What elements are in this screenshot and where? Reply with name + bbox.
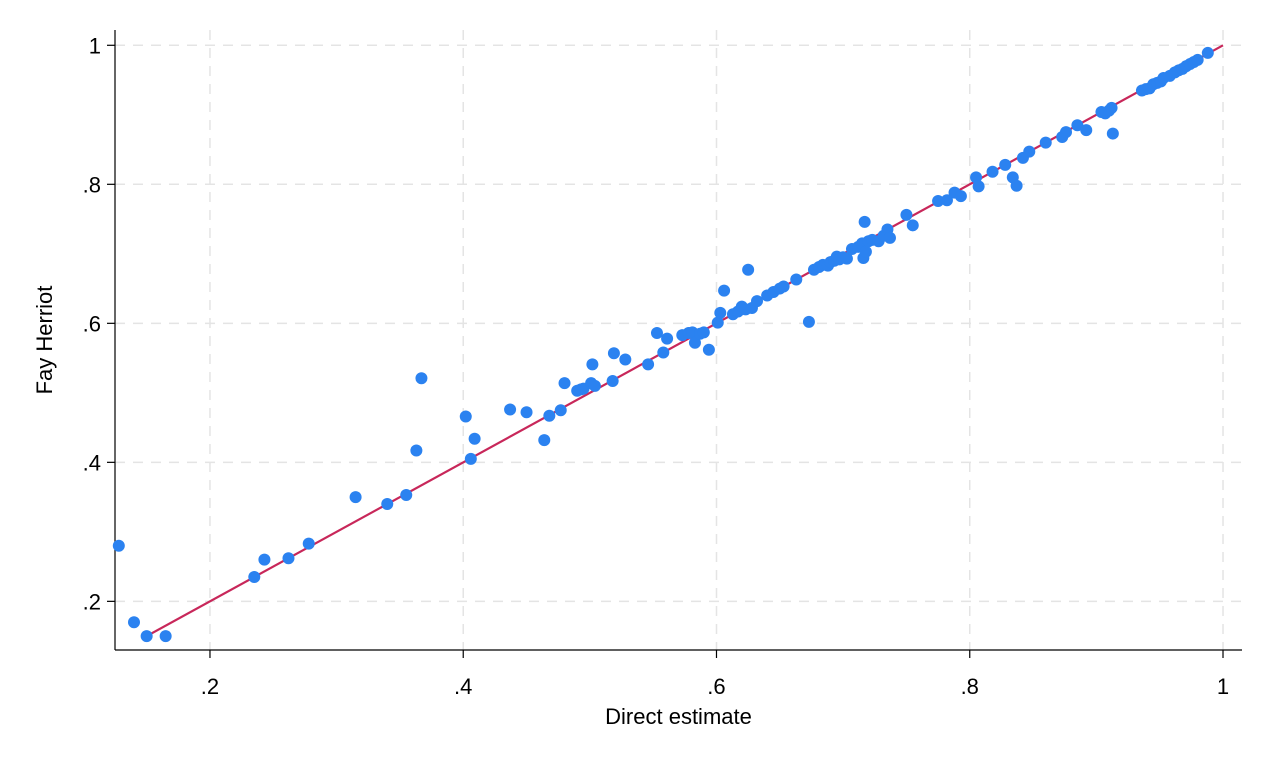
data-point [1201, 46, 1214, 59]
data-point [588, 379, 601, 392]
data-point [970, 171, 983, 184]
data-point [586, 358, 599, 371]
data-point [159, 630, 172, 643]
data-point [127, 616, 140, 629]
data-point [400, 489, 413, 501]
data-point [932, 194, 945, 207]
data-point [840, 252, 853, 265]
data-point [883, 231, 896, 244]
data-point [954, 190, 967, 203]
data-point [415, 372, 428, 385]
data-point [650, 327, 663, 340]
x-tick-label: .2 [201, 674, 219, 699]
y-tick-label: .2 [83, 589, 101, 614]
data-point [986, 165, 999, 178]
data-point [1105, 101, 1118, 114]
data-point [906, 219, 919, 232]
data-point [520, 406, 533, 419]
data-point [410, 444, 423, 457]
x-tick-label: .6 [707, 674, 725, 699]
data-point [538, 434, 551, 447]
data-point [657, 346, 670, 359]
data-point [999, 158, 1012, 171]
data-point [702, 343, 715, 356]
data-point [714, 306, 727, 319]
data-point [464, 452, 477, 465]
data-point [718, 284, 731, 297]
data-point [349, 491, 362, 504]
gridlines [115, 30, 1242, 650]
data-point [858, 215, 871, 228]
x-axis-title: Direct estimate [605, 704, 752, 729]
data-point [790, 273, 803, 286]
data-point [1191, 53, 1204, 66]
data-point [258, 553, 271, 566]
data-point [607, 347, 620, 360]
tick-labels: .2 .4 .6 .8 1 .2 .4 .6 .8 1 [83, 33, 1229, 699]
data-point [1071, 119, 1084, 132]
data-point [1023, 145, 1036, 158]
data-point [112, 539, 125, 552]
y-tick-label: .6 [83, 311, 101, 336]
x-tick-label: 1 [1217, 674, 1229, 699]
data-point [642, 358, 655, 371]
data-point [1039, 136, 1052, 149]
data-point [751, 295, 764, 308]
data-point [742, 263, 755, 276]
data-point [940, 194, 953, 207]
data-point [381, 498, 394, 511]
data-point [711, 316, 724, 329]
data-point [697, 326, 710, 339]
data-point [1010, 179, 1023, 192]
x-tick-label: .4 [454, 674, 472, 699]
data-point [1106, 127, 1119, 140]
data-point [543, 409, 556, 422]
data-point [802, 315, 815, 328]
data-point [777, 280, 790, 293]
y-tick-label: .4 [83, 450, 101, 475]
y-tick-label: .8 [83, 172, 101, 197]
data-point [554, 404, 567, 417]
data-point [468, 432, 481, 445]
data-point [282, 552, 295, 565]
data-point [248, 571, 261, 584]
data-point [606, 375, 619, 388]
y-tick-label: 1 [89, 33, 101, 58]
data-point [859, 245, 872, 258]
x-tick-label: .8 [961, 674, 979, 699]
data-point [661, 332, 674, 345]
data-point [558, 377, 571, 390]
y-axis-title: Fay Herriot [32, 286, 57, 395]
data-point [140, 630, 153, 643]
data-points [112, 46, 1214, 643]
data-point [504, 403, 517, 416]
data-point [619, 353, 632, 366]
data-point [1059, 126, 1072, 139]
data-point [459, 410, 472, 423]
data-point [1080, 124, 1093, 137]
data-point [688, 336, 701, 349]
data-point [900, 208, 913, 221]
data-point [302, 537, 315, 550]
data-point [972, 180, 985, 193]
